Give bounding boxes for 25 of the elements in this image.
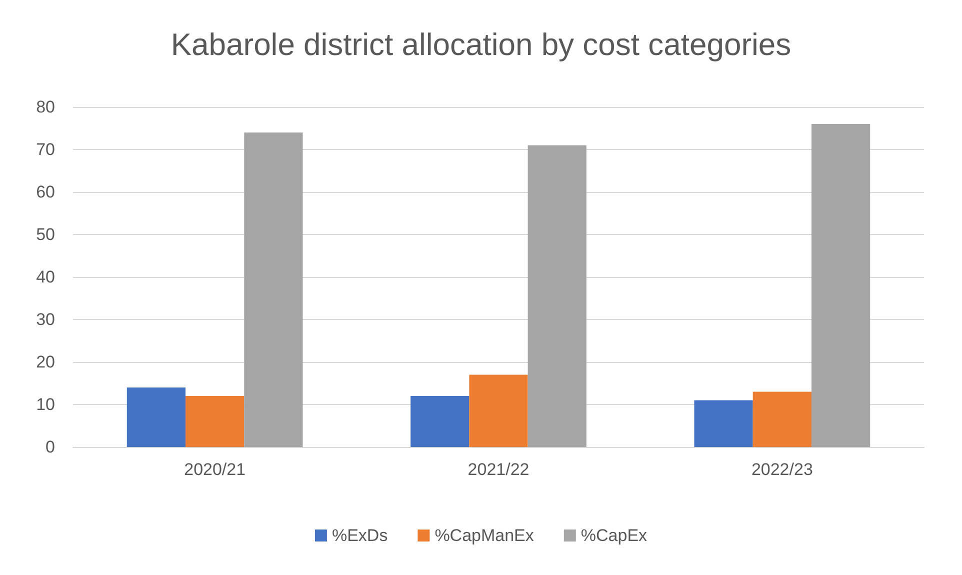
- y-tick-label: 0: [46, 438, 55, 456]
- y-tick-label: 30: [36, 310, 55, 329]
- legend-label: %CapManEx: [434, 526, 534, 545]
- bar: [186, 396, 244, 447]
- bar: [528, 145, 586, 447]
- y-tick-label: 40: [36, 268, 55, 286]
- legend-label: %ExDs: [332, 526, 388, 545]
- bar: [469, 374, 528, 447]
- y-tick-label: 80: [36, 98, 55, 116]
- y-tick-label: 60: [36, 182, 55, 202]
- bar: [126, 388, 186, 447]
- chart-title: Kabarole district allocation by cost categories: [170, 27, 792, 62]
- y-tick-label: 70: [36, 140, 55, 159]
- bar: [811, 124, 870, 447]
- bar: [244, 132, 303, 447]
- y-tick-label: 20: [36, 352, 55, 372]
- y-tick-label: 50: [36, 225, 55, 244]
- bar: [410, 396, 470, 447]
- y-tick-label: 10: [36, 395, 55, 414]
- x-tick-label: 2020/21: [184, 460, 246, 479]
- x-tick-label: 2021/22: [468, 460, 530, 479]
- bar: [694, 400, 753, 447]
- x-tick-label: 2022/23: [751, 460, 813, 479]
- legend-label: %CapEx: [580, 526, 648, 545]
- bar: [752, 392, 812, 447]
